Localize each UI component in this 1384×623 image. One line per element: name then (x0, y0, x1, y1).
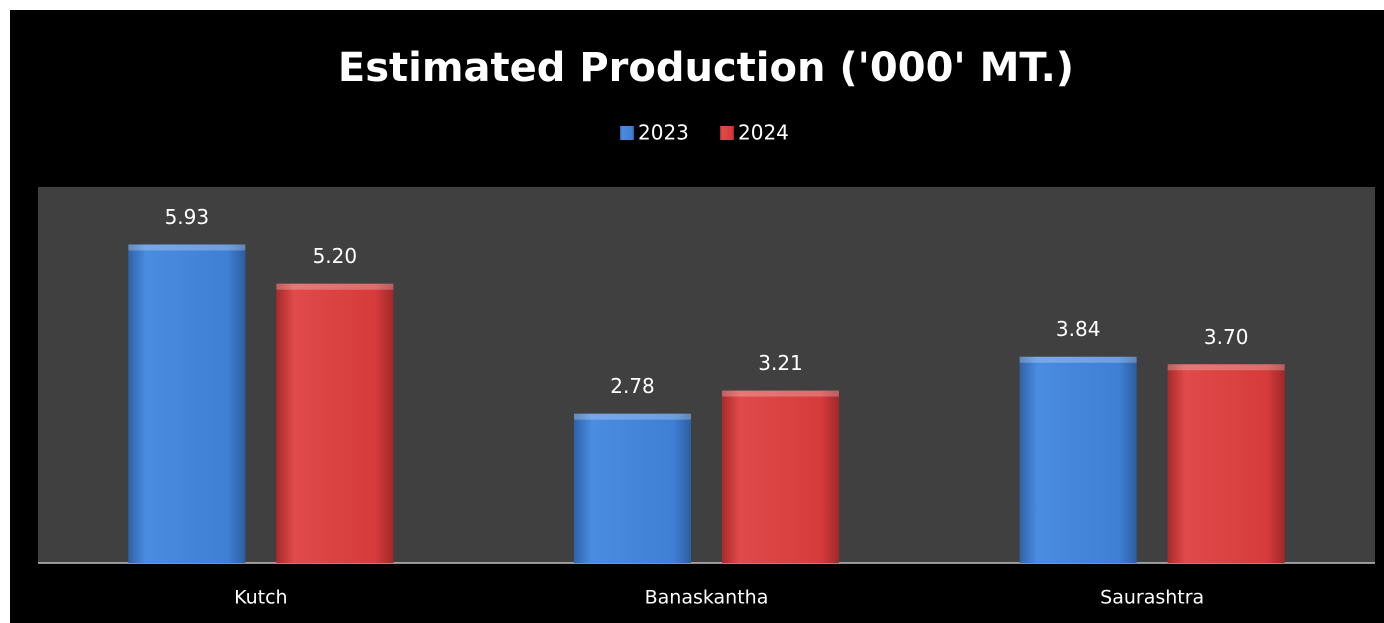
data-label: 3.84 (1056, 317, 1101, 341)
bar-bevel (722, 390, 839, 397)
bar-bevel (128, 244, 246, 251)
chart-title: Estimated Production ('000' MT.) (338, 45, 1074, 91)
legend-swatch (620, 126, 634, 140)
data-label: 3.21 (758, 351, 803, 375)
bar (1167, 364, 1285, 563)
bar-bevel (1167, 364, 1285, 371)
bar-bevel (1019, 356, 1137, 363)
bar (1019, 356, 1137, 563)
bar-bevel (574, 413, 691, 420)
data-label: 2.78 (610, 374, 655, 398)
x-tick-label: Banaskantha (645, 587, 769, 609)
legend-swatch (720, 126, 734, 140)
data-label: 5.93 (165, 205, 210, 229)
bar (128, 244, 246, 563)
legend-label: 2023 (638, 121, 689, 145)
data-label: 5.20 (313, 244, 358, 268)
bar (574, 413, 691, 563)
x-tick-label: Kutch (234, 587, 288, 609)
x-tick-label: Saurashtra (1100, 587, 1204, 609)
bar (722, 390, 839, 563)
bar (276, 283, 394, 563)
bar-bevel (276, 283, 394, 290)
legend-label: 2024 (738, 121, 789, 145)
data-label: 3.70 (1204, 325, 1249, 349)
plot-area (38, 187, 1375, 563)
